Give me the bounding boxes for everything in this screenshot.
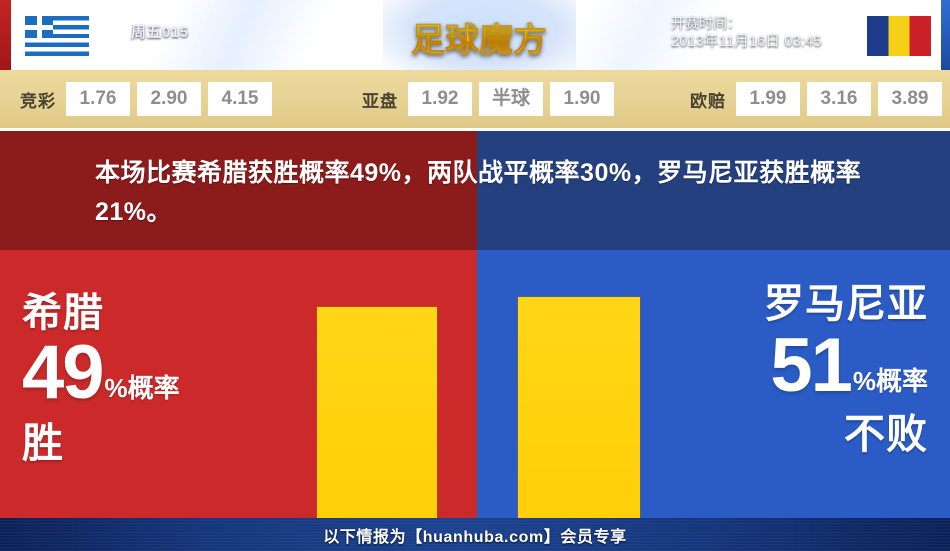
- footer-bar: 以下情报为【huanhuba.com】会员专享: [0, 518, 950, 551]
- match-number-label: 周五015: [131, 24, 189, 41]
- kickoff-value: 2013年11月16日 03:45: [671, 34, 822, 50]
- away-percent-value: 51: [770, 323, 853, 408]
- away-verdict: 不败: [844, 411, 928, 457]
- home-percent-line: 49 %概率: [22, 330, 302, 415]
- kickoff-time-block: 开赛时间： 2013年11月16日 03:45: [671, 14, 822, 52]
- odds-group-label: 竞彩: [20, 91, 56, 111]
- greece-flag-cross-horizontal: [25, 24, 54, 30]
- greece-flag-icon: [25, 16, 89, 56]
- right-blue-edge: [941, 0, 950, 70]
- euro-value-away[interactable]: 3.89: [878, 82, 942, 116]
- home-percent-label: %概率: [104, 373, 180, 403]
- odds-group-european: 欧赔 1.99 3.16 3.89: [690, 70, 942, 128]
- away-percent-line: 51 %概率: [628, 323, 928, 408]
- kickoff-label: 开赛时间：: [671, 15, 741, 31]
- odds-group-label: 欧赔: [690, 91, 726, 111]
- home-verdict: 胜: [22, 420, 64, 466]
- handicap-value-home[interactable]: 1.92: [408, 82, 472, 116]
- home-team-name: 希腊: [22, 291, 104, 335]
- logo-glow: [383, 0, 576, 70]
- site-logo[interactable]: 足球魔方: [383, 0, 576, 70]
- handicap-line[interactable]: 半球: [479, 82, 543, 116]
- euro-value-draw[interactable]: 3.16: [807, 82, 871, 116]
- header-bar: 周五015 足球魔方 开赛时间： 2013年11月16日 03:45: [0, 0, 950, 70]
- odds-group-label: 亚盘: [362, 91, 398, 111]
- romania-flag-icon: [867, 16, 931, 56]
- summary-band-left-half: [0, 131, 477, 250]
- handicap-value-away[interactable]: 1.90: [550, 82, 614, 116]
- odds-value-home[interactable]: 1.76: [66, 82, 130, 116]
- home-stats-block: 希腊 49 %概率 胜: [22, 250, 302, 518]
- odds-bar: 竞彩 1.76 2.90 4.15 亚盘 1.92 半球 1.90 欧赔 1.9…: [0, 70, 950, 128]
- away-stats-block: 罗马尼亚 51 %概率 不败: [628, 250, 928, 518]
- home-percent-value: 49: [22, 330, 105, 415]
- logo-text: 足球魔方: [383, 13, 576, 61]
- odds-value-draw[interactable]: 2.90: [137, 82, 201, 116]
- away-team-name: 罗马尼亚: [764, 282, 928, 326]
- away-percent-label: %概率: [852, 366, 928, 396]
- odds-group-asian-handicap: 亚盘 1.92 半球 1.90: [362, 70, 614, 128]
- summary-band-right-half: [477, 131, 950, 250]
- home-probability-bar: [317, 307, 437, 518]
- probability-panels: 希腊 49 %概率 胜 罗马尼亚 51 %概率 不败: [0, 250, 950, 518]
- away-probability-bar: [518, 297, 640, 518]
- odds-group-jingcai: 竞彩 1.76 2.90 4.15: [20, 70, 272, 128]
- footer-text: 以下情报为【huanhuba.com】会员专享: [323, 528, 627, 546]
- left-red-edge: [0, 0, 11, 70]
- summary-band: 本场比赛希腊获胜概率49%，两队战平概率30%，罗马尼亚获胜概率21%。: [0, 131, 950, 250]
- euro-value-home[interactable]: 1.99: [736, 82, 800, 116]
- summary-text: 本场比赛希腊获胜概率49%，两队战平概率30%，罗马尼亚获胜概率21%。: [95, 159, 862, 226]
- odds-value-away[interactable]: 4.15: [208, 82, 272, 116]
